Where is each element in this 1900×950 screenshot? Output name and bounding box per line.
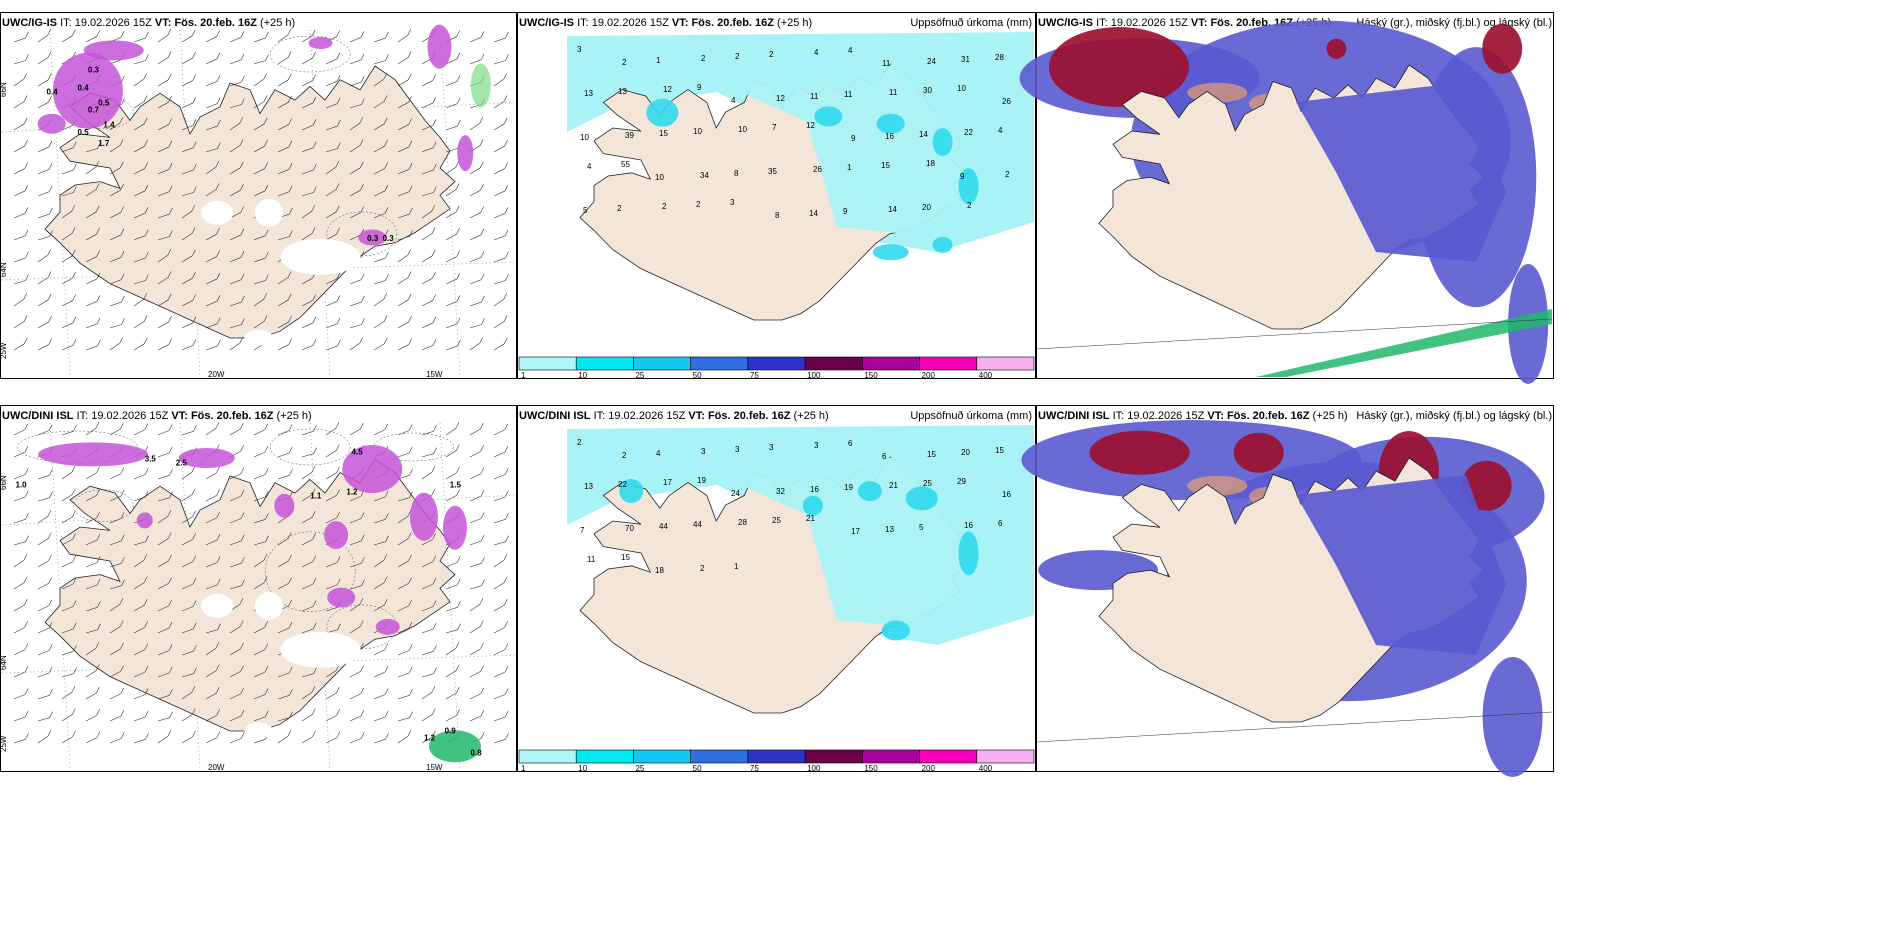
cloud-title-row2: Háský (gr.), miðský (fj.bl.) og lágský (… [1356,410,1552,422]
cloud-title-row1: Háský (gr.), miðský (fj.bl.) og lágský (… [1356,17,1552,29]
header-row2-precip: UWC/DINI ISL IT: 19.02.2026 15Z VT: Fös.… [519,410,829,422]
model-name: UWC/IG-IS [2,17,57,29]
panel-row1-cloud [1036,12,1554,379]
header-row1-wind: UWC/IG-IS IT: 19.02.2026 15Z VT: Fös. 20… [2,17,296,29]
panel-row1-wind [0,12,517,379]
precip-title-row2: Uppsöfnuð úrkoma (mm) [910,410,1032,422]
header-row2-cloud: UWC/DINI ISL IT: 19.02.2026 15Z VT: Fös.… [1038,410,1348,422]
header-row2-wind: UWC/DINI ISL IT: 19.02.2026 15Z VT: Fös.… [2,410,312,422]
header-row1-cloud: UWC/IG-IS IT: 19.02.2026 15Z VT: Fös. 20… [1038,17,1332,29]
panel-row2-cloud [1036,405,1554,772]
panel-row2-precip [517,405,1036,772]
precip-title-row1: Uppsöfnuð úrkoma (mm) [910,17,1032,29]
header-row1-precip: UWC/IG-IS IT: 19.02.2026 15Z VT: Fös. 20… [519,17,813,29]
panel-row1-precip [517,12,1036,379]
panel-row2-wind [0,405,517,772]
